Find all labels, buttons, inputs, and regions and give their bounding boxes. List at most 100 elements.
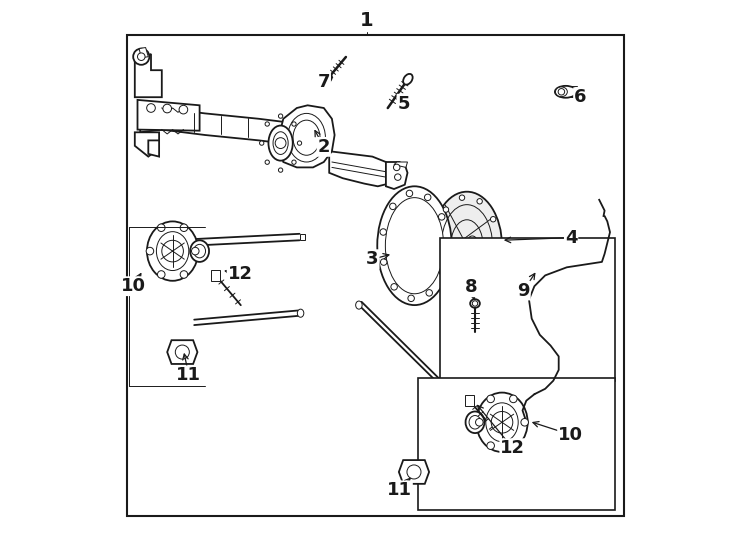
Ellipse shape [486,403,518,442]
Ellipse shape [377,186,452,305]
Circle shape [440,269,446,275]
Circle shape [260,141,264,145]
Text: 11: 11 [387,481,412,500]
Circle shape [445,281,450,286]
Text: 10: 10 [558,426,583,444]
Circle shape [180,224,188,232]
Circle shape [487,395,495,403]
Ellipse shape [472,301,478,306]
Circle shape [395,174,401,180]
Circle shape [509,395,517,403]
Circle shape [278,114,283,118]
Circle shape [133,49,150,65]
Circle shape [180,271,188,278]
Bar [440,238,615,381]
Text: 4: 4 [565,228,578,247]
Ellipse shape [556,87,567,97]
Circle shape [192,247,199,255]
Bar [127,35,623,516]
Text: 9: 9 [517,281,530,300]
Circle shape [406,190,413,197]
Circle shape [438,214,445,220]
Circle shape [390,203,396,210]
Polygon shape [211,270,220,281]
Circle shape [179,105,188,114]
Circle shape [275,138,286,148]
Circle shape [175,345,189,359]
Polygon shape [192,234,299,246]
Ellipse shape [555,86,576,98]
Circle shape [146,247,153,255]
Ellipse shape [269,126,293,161]
Circle shape [487,442,495,449]
Circle shape [435,258,440,264]
Ellipse shape [465,411,484,433]
Circle shape [161,240,184,262]
Circle shape [476,418,483,426]
Polygon shape [148,140,159,157]
Circle shape [459,195,465,200]
Circle shape [495,243,501,248]
Text: 12: 12 [228,265,252,284]
Circle shape [408,295,415,301]
Text: 8: 8 [465,278,478,296]
Circle shape [163,104,172,113]
Circle shape [490,217,496,222]
Polygon shape [330,151,391,186]
Ellipse shape [297,309,304,318]
Circle shape [443,242,450,249]
Ellipse shape [466,405,472,414]
Polygon shape [299,234,305,240]
Circle shape [137,53,145,60]
Circle shape [479,286,484,292]
Polygon shape [135,132,159,157]
Text: 10: 10 [121,277,146,295]
Circle shape [265,122,269,126]
Polygon shape [465,395,474,406]
Circle shape [292,122,296,126]
Circle shape [509,442,517,449]
Text: 3: 3 [366,250,379,268]
Circle shape [391,284,397,290]
Circle shape [158,271,165,278]
Circle shape [158,224,165,232]
Circle shape [491,411,513,433]
Circle shape [434,231,440,236]
Polygon shape [399,460,429,484]
Text: 6: 6 [574,88,586,106]
Text: 2: 2 [318,138,330,156]
Polygon shape [139,48,148,58]
Ellipse shape [323,74,332,84]
Circle shape [558,89,564,95]
Circle shape [297,141,302,145]
Polygon shape [386,162,407,189]
Ellipse shape [273,132,288,154]
Text: 7: 7 [318,73,330,91]
Circle shape [491,267,497,273]
Ellipse shape [469,416,481,429]
Bar [418,378,615,510]
Ellipse shape [190,240,209,262]
Circle shape [393,164,400,171]
Circle shape [424,194,431,200]
Circle shape [461,292,466,297]
Circle shape [521,418,528,426]
Ellipse shape [156,232,189,271]
Polygon shape [140,108,313,148]
Polygon shape [167,340,197,364]
Polygon shape [137,100,200,131]
Circle shape [292,160,296,164]
Ellipse shape [476,393,528,452]
Ellipse shape [403,74,413,85]
Ellipse shape [432,192,502,300]
Polygon shape [278,105,335,167]
Text: 1: 1 [360,11,374,30]
Polygon shape [195,310,298,325]
Circle shape [278,168,283,172]
Circle shape [443,207,448,212]
Circle shape [407,465,421,479]
Circle shape [468,236,476,245]
Text: 12: 12 [501,439,526,457]
Circle shape [426,289,432,296]
Text: 11: 11 [176,366,201,384]
